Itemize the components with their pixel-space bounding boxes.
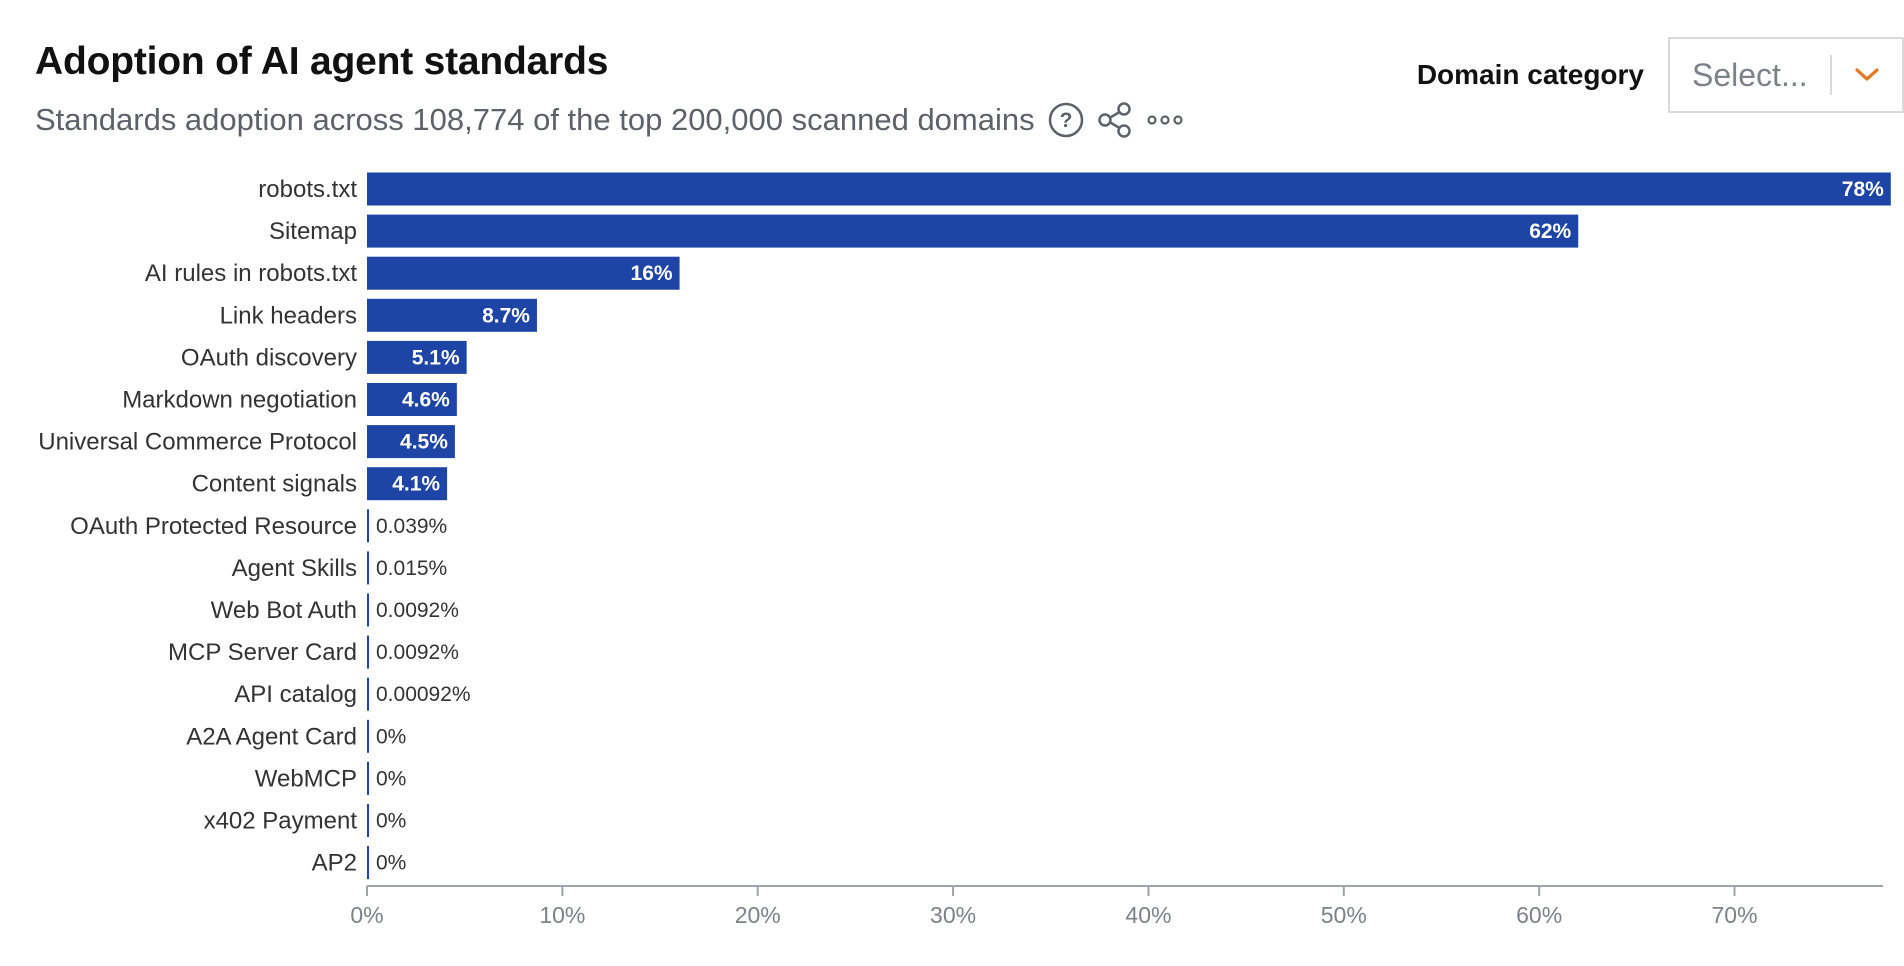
- x-tick-label: 20%: [735, 902, 781, 928]
- bar: [367, 593, 369, 627]
- more-icon[interactable]: [1145, 101, 1185, 139]
- share-icon[interactable]: [1097, 101, 1133, 139]
- bar: [367, 677, 369, 711]
- x-tick-label: 0%: [350, 902, 383, 928]
- value-label: 0.0092%: [376, 599, 459, 622]
- bar: [367, 214, 1579, 248]
- category-label: Markdown negotiation: [122, 387, 357, 414]
- value-label: 62%: [1529, 220, 1571, 243]
- domain-category-select[interactable]: Select...: [1668, 37, 1904, 113]
- value-label: 8.7%: [482, 304, 530, 327]
- value-label: 0.015%: [376, 557, 447, 580]
- x-tick-label: 70%: [1712, 902, 1758, 928]
- select-placeholder: Select...: [1692, 56, 1808, 93]
- bar: [367, 719, 369, 753]
- value-label: 0%: [376, 725, 406, 748]
- value-label: 16%: [631, 262, 673, 285]
- value-label: 4.6%: [402, 389, 450, 412]
- category-label: Agent Skills: [232, 555, 357, 582]
- category-label: OAuth Protected Resource: [70, 513, 357, 540]
- x-tick-label: 50%: [1321, 902, 1367, 928]
- category-label: Link headers: [220, 302, 357, 329]
- category-label: Sitemap: [269, 218, 357, 245]
- bar: [367, 256, 680, 290]
- category-label: MCP Server Card: [168, 639, 357, 666]
- domain-category-filter: Domain category Select...: [1417, 37, 1904, 113]
- bar: [367, 467, 448, 501]
- value-label: 4.1%: [392, 473, 440, 496]
- bar: [367, 425, 455, 459]
- category-label: WebMCP: [255, 765, 357, 792]
- bar: [367, 635, 369, 669]
- category-label: A2A Agent Card: [186, 723, 357, 750]
- value-label: 0.0092%: [376, 641, 459, 664]
- bar: [367, 340, 467, 374]
- category-label: AP2: [312, 850, 357, 877]
- category-label: API catalog: [234, 681, 357, 708]
- bar: [367, 509, 369, 543]
- value-label: 78%: [1842, 178, 1884, 201]
- value-label: 5.1%: [412, 346, 460, 369]
- category-label: Web Bot Auth: [211, 597, 357, 624]
- bar: [367, 804, 369, 837]
- svg-text:?: ?: [1059, 109, 1072, 132]
- value-label: 0.00092%: [376, 683, 471, 706]
- category-label: AI rules in robots.txt: [145, 260, 357, 287]
- bar: [367, 383, 457, 416]
- bar: [367, 846, 369, 880]
- domain-category-label: Domain category: [1416, 59, 1644, 90]
- subtitle-row: Standards adoption across 108,774 of the…: [35, 98, 1185, 142]
- help-icon[interactable]: ?: [1047, 101, 1085, 139]
- category-label: Universal Commerce Protocol: [38, 429, 357, 456]
- value-label: 0%: [376, 810, 406, 833]
- category-label: robots.txt: [258, 176, 357, 203]
- x-tick-label: 30%: [930, 902, 976, 928]
- chart-subtitle: Standards adoption across 108,774 of the…: [35, 102, 1035, 137]
- bar: [367, 298, 537, 332]
- bar-chart: robots.txt 78% Sitemap 62% AI rules in robot…: [38, 172, 1891, 928]
- value-label: 0.039%: [376, 515, 447, 538]
- select-divider: [1830, 55, 1832, 95]
- value-label: 0%: [376, 852, 406, 875]
- category-label: Content signals: [192, 471, 357, 498]
- chart-title: Adoption of AI agent standards: [35, 40, 609, 83]
- bar: [367, 551, 369, 585]
- category-label: OAuth discovery: [181, 344, 357, 371]
- category-label: x402 Payment: [204, 808, 358, 835]
- bar: [367, 172, 1891, 206]
- x-tick-label: 40%: [1125, 902, 1171, 928]
- chevron-down-icon[interactable]: [1832, 67, 1902, 83]
- x-tick-label: 10%: [539, 902, 585, 928]
- bar: [367, 761, 369, 795]
- value-label: 4.5%: [400, 431, 448, 454]
- x-tick-label: 60%: [1516, 902, 1562, 928]
- value-label: 0%: [376, 767, 406, 790]
